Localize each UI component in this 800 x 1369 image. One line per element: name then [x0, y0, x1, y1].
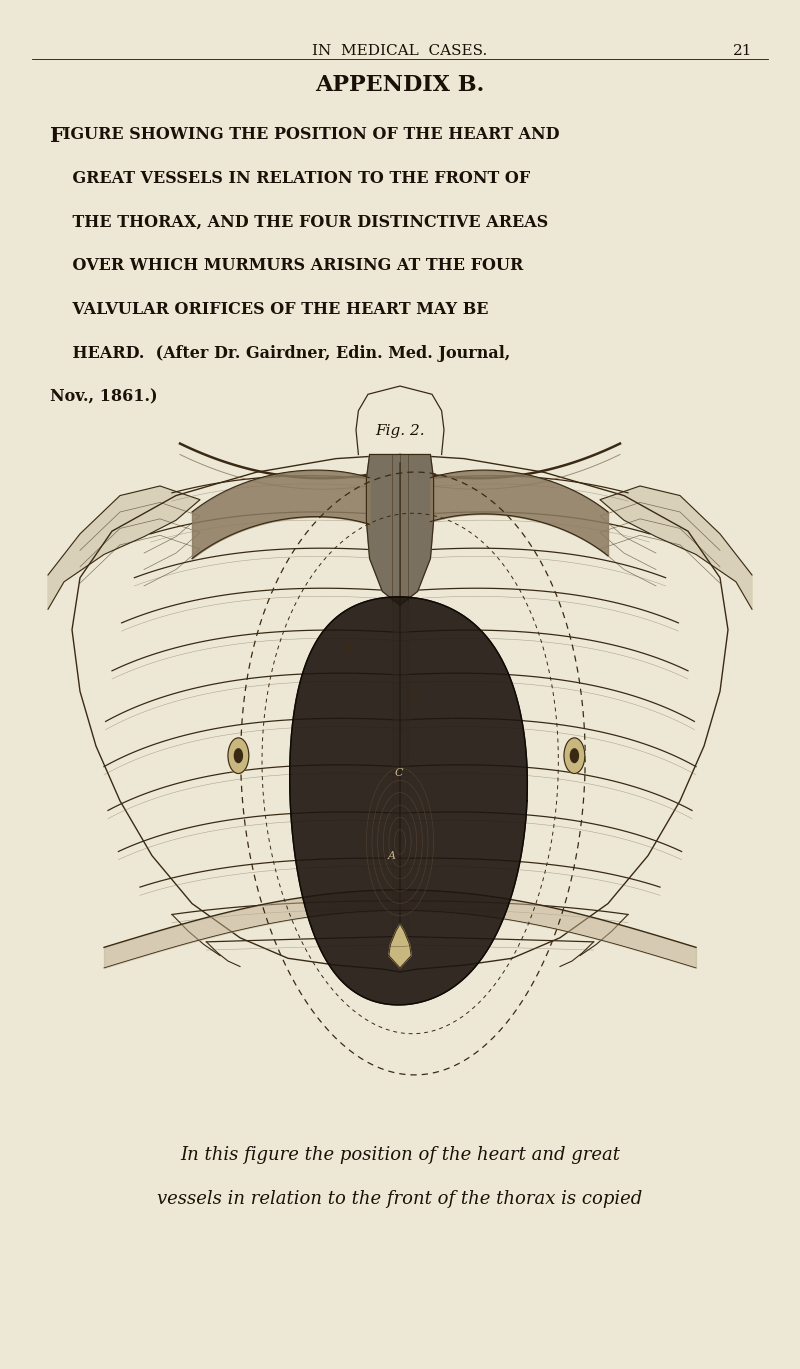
Text: vessels in relation to the front of the thorax is copied: vessels in relation to the front of the …	[158, 1190, 642, 1207]
Polygon shape	[600, 486, 752, 609]
Text: HEARD.  (After Dr. Gairdner, Edin. Med. Journal,: HEARD. (After Dr. Gairdner, Edin. Med. J…	[50, 345, 510, 361]
Circle shape	[234, 749, 242, 763]
Text: VALVULAR ORIFICES OF THE HEART MAY BE: VALVULAR ORIFICES OF THE HEART MAY BE	[50, 301, 488, 318]
Text: 21: 21	[733, 44, 752, 57]
Polygon shape	[389, 924, 411, 968]
Polygon shape	[290, 597, 527, 1005]
Text: D: D	[407, 691, 417, 705]
Text: OVER WHICH MURMURS ARISING AT THE FOUR: OVER WHICH MURMURS ARISING AT THE FOUR	[50, 257, 523, 274]
Polygon shape	[48, 486, 200, 609]
Circle shape	[228, 738, 249, 773]
Circle shape	[564, 738, 585, 773]
Text: Nov., 1861.): Nov., 1861.)	[50, 389, 157, 405]
Text: APPENDIX B.: APPENDIX B.	[315, 74, 485, 96]
Text: GREAT VESSELS IN RELATION TO THE FRONT OF: GREAT VESSELS IN RELATION TO THE FRONT O…	[50, 170, 530, 186]
Text: F: F	[50, 126, 64, 146]
Circle shape	[570, 749, 578, 763]
Text: THE THORAX, AND THE FOUR DISTINCTIVE AREAS: THE THORAX, AND THE FOUR DISTINCTIVE ARE…	[50, 214, 548, 230]
Text: IN  MEDICAL  CASES.: IN MEDICAL CASES.	[312, 44, 488, 57]
Text: A: A	[388, 850, 396, 861]
Text: B: B	[343, 643, 353, 657]
Text: C: C	[394, 768, 402, 779]
Text: Fig. 2.: Fig. 2.	[375, 424, 425, 438]
Bar	[48, 449, 752, 1102]
Text: In this figure the position of the heart and great: In this figure the position of the heart…	[180, 1146, 620, 1164]
Text: IGURE SHOWING THE POSITION OF THE HEART AND: IGURE SHOWING THE POSITION OF THE HEART …	[63, 126, 560, 142]
Polygon shape	[366, 455, 434, 605]
